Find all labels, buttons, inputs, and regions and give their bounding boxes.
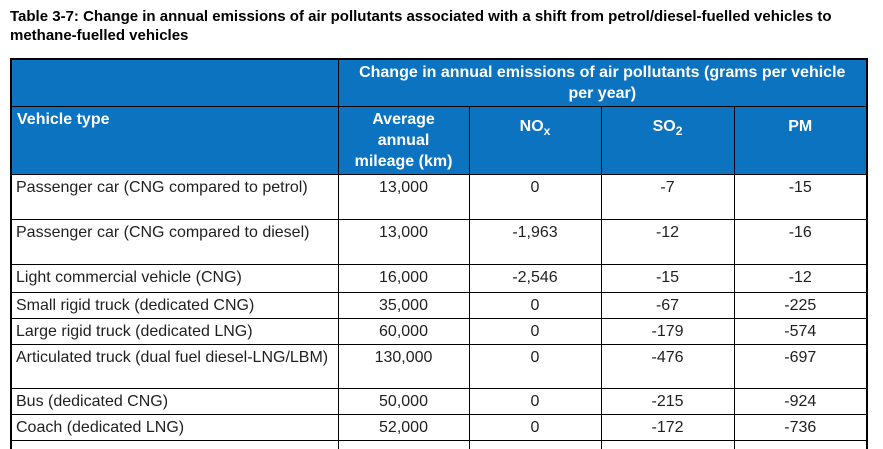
cell-vehicle-type: Bus (dedicated CNG) [10, 388, 339, 415]
cell-pm: -225 [733, 292, 868, 319]
table-row: Bus (dedicated CNG) 50,000 0 -215 -924 [10, 388, 868, 415]
cell-so2: -7 [600, 174, 735, 220]
header-columns-row: Vehicle type Average annual mileage (km)… [10, 106, 868, 175]
header-group: Change in annual emissions of air pollut… [337, 58, 868, 107]
cell-nox: 0 [468, 174, 602, 220]
cell-so2: -67 [600, 292, 735, 319]
cell-mileage: 13,000 [337, 174, 470, 220]
cell-so2: -172 [600, 414, 735, 441]
header-so2-base: SO [652, 118, 676, 135]
cell-vehicle-type: Passenger car (CNG compared to diesel) [10, 219, 339, 265]
cell-so2: -215 [600, 388, 735, 415]
cell-pm: -736 [733, 414, 868, 441]
header-mileage-line: mileage (km) [354, 153, 453, 170]
header-group-row: Change in annual emissions of air pollut… [10, 58, 868, 107]
cell-pm: -12 [733, 264, 868, 293]
cell-vehicle-type: Passenger car (CNG compared to petrol) [10, 174, 339, 220]
cell-nox: -2,546 [468, 264, 602, 293]
table-row: Passenger car (CNG compared to diesel) 1… [10, 219, 868, 265]
cell-so2: -15 [600, 264, 735, 293]
header-pm: PM [733, 106, 868, 175]
cell-vehicle-type: Large rigid truck (dedicated LNG) [10, 318, 339, 345]
cell-nox: -1,963 [468, 219, 602, 265]
table-row: Small rigid truck (dedicated CNG) 35,000… [10, 292, 868, 319]
header-nox-base: NO [519, 118, 544, 135]
cell-nox: 0 [468, 292, 602, 319]
stub-cell [733, 440, 868, 449]
emissions-table: Change in annual emissions of air pollut… [10, 58, 868, 449]
cell-so2: -179 [600, 318, 735, 345]
cell-pm: -15 [733, 174, 868, 220]
cell-vehicle-type: Coach (dedicated LNG) [10, 414, 339, 441]
table-continuation-stub [10, 440, 868, 449]
cell-mileage: 16,000 [337, 264, 470, 293]
cell-mileage: 50,000 [337, 388, 470, 415]
table-row: Light commercial vehicle (CNG) 16,000 -2… [10, 264, 868, 293]
cell-so2: -476 [600, 344, 735, 389]
cell-pm: -697 [733, 344, 868, 389]
header-mileage-line: Average [372, 111, 435, 128]
cell-so2: -12 [600, 219, 735, 265]
header-vehicle-type: Vehicle type [10, 106, 339, 175]
table-caption: Table 3-7: Change in annual emissions of… [10, 8, 832, 44]
cell-mileage: 130,000 [337, 344, 470, 389]
table-row: Articulated truck (dual fuel diesel-LNG/… [10, 344, 868, 389]
header-so2: SO2 [600, 106, 735, 175]
cell-mileage: 35,000 [337, 292, 470, 319]
header-average-annual-mileage: Average annual mileage (km) [337, 106, 470, 175]
cell-mileage: 13,000 [337, 219, 470, 265]
cell-nox: 0 [468, 414, 602, 441]
cell-vehicle-type: Articulated truck (dual fuel diesel-LNG/… [10, 344, 339, 389]
stub-cell [468, 440, 602, 449]
cell-pm: -574 [733, 318, 868, 345]
cell-pm: -924 [733, 388, 868, 415]
header-mileage-line: annual [377, 132, 430, 149]
cell-nox: 0 [468, 318, 602, 345]
header-blank-cell [10, 58, 339, 107]
cell-pm: -16 [733, 219, 868, 265]
stub-cell [600, 440, 735, 449]
header-nox: NOx [468, 106, 602, 175]
cell-mileage: 52,000 [337, 414, 470, 441]
stub-cell [10, 440, 339, 449]
header-so2-subscript: 2 [675, 124, 683, 139]
header-nox-subscript: x [543, 124, 551, 139]
cell-nox: 0 [468, 344, 602, 389]
cell-vehicle-type: Small rigid truck (dedicated CNG) [10, 292, 339, 319]
table-row: Coach (dedicated LNG) 52,000 0 -172 -736 [10, 414, 868, 441]
cell-vehicle-type: Light commercial vehicle (CNG) [10, 264, 339, 293]
cell-mileage: 60,000 [337, 318, 470, 345]
table-row: Large rigid truck (dedicated LNG) 60,000… [10, 318, 868, 345]
table-row: Passenger car (CNG compared to petrol) 1… [10, 174, 868, 220]
stub-cell [337, 440, 470, 449]
cell-nox: 0 [468, 388, 602, 415]
